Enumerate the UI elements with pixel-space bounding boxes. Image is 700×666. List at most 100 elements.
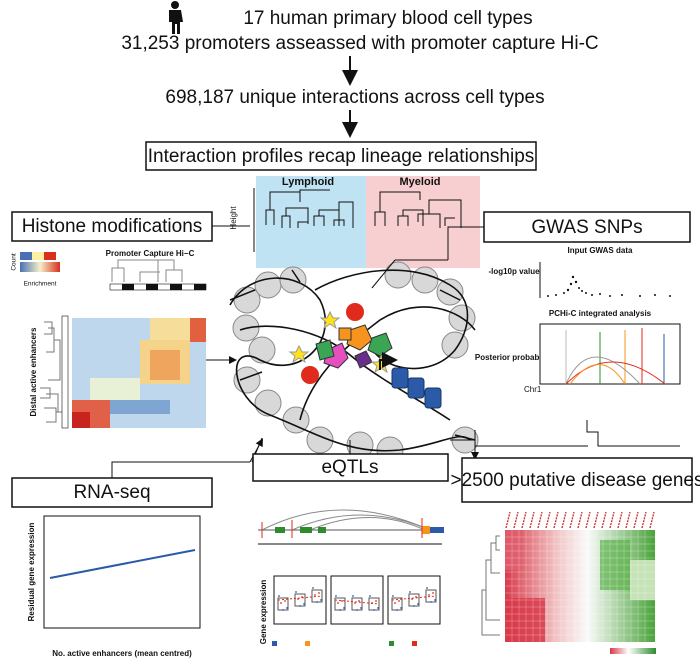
header-line: 31,253 promoters asseassed with promoter… bbox=[121, 33, 598, 54]
scale-swatch bbox=[20, 252, 32, 260]
subtitle: Promoter Capture Hi−C bbox=[106, 249, 195, 258]
header-line: 698,187 unique interactions across cell … bbox=[165, 87, 544, 108]
connector bbox=[474, 430, 588, 447]
point bbox=[299, 605, 301, 607]
panel-title: eQTLs bbox=[321, 457, 378, 478]
point bbox=[377, 607, 379, 609]
arrow bbox=[450, 439, 479, 460]
axis-label: No. active enhancers (mean centred) bbox=[52, 649, 192, 658]
point bbox=[373, 609, 375, 611]
point bbox=[282, 609, 284, 611]
point bbox=[369, 595, 371, 597]
axis-label: Residual gene expression bbox=[27, 523, 36, 622]
dendrogram bbox=[481, 535, 500, 636]
point bbox=[396, 609, 398, 611]
point bbox=[314, 594, 316, 596]
point bbox=[337, 602, 339, 604]
summary-box bbox=[145, 141, 537, 171]
panel-box bbox=[461, 457, 693, 503]
point bbox=[375, 600, 377, 602]
panel-box bbox=[483, 211, 691, 243]
scale-swatch bbox=[44, 252, 56, 260]
point bbox=[394, 602, 396, 604]
dendrogram bbox=[40, 321, 65, 423]
point bbox=[295, 591, 297, 593]
panel-title: >2500 putative disease genes bbox=[450, 470, 700, 491]
subtitle: PCHi-C integrated analysis bbox=[549, 309, 652, 318]
point bbox=[430, 601, 432, 603]
point bbox=[312, 587, 314, 589]
axis-label: Gene expression bbox=[259, 580, 268, 645]
arrow bbox=[249, 438, 263, 463]
point bbox=[400, 607, 402, 609]
point bbox=[356, 609, 358, 611]
panel-title: RNA-seq bbox=[73, 482, 150, 503]
color-scale bbox=[20, 262, 60, 272]
chr-label: Chr1 bbox=[524, 385, 542, 394]
point bbox=[413, 605, 415, 607]
plot-frame bbox=[387, 575, 441, 625]
plot-frame bbox=[273, 575, 327, 625]
legend-swatch bbox=[305, 641, 310, 646]
point bbox=[428, 594, 430, 596]
point bbox=[284, 600, 286, 602]
axis-label: Height bbox=[229, 206, 238, 230]
trend-line bbox=[391, 595, 437, 601]
point bbox=[426, 587, 428, 589]
scale-name: Enrichment bbox=[24, 281, 57, 288]
point bbox=[358, 600, 360, 602]
scale-label: Count bbox=[11, 253, 18, 271]
group-label: Myeloid bbox=[400, 176, 441, 188]
scale-swatch bbox=[32, 252, 44, 260]
connector bbox=[371, 226, 484, 289]
point bbox=[398, 600, 400, 602]
locus-track bbox=[258, 509, 444, 545]
column-strip bbox=[109, 283, 207, 291]
point bbox=[341, 600, 343, 602]
summary-text: Interaction profiles recap lineage relat… bbox=[148, 146, 535, 167]
point bbox=[286, 607, 288, 609]
column-labels bbox=[505, 511, 655, 529]
point bbox=[434, 599, 436, 601]
heatmap bbox=[505, 530, 655, 642]
chromatin-diagram bbox=[229, 261, 479, 464]
legend-swatch bbox=[272, 641, 277, 646]
legend-swatch bbox=[412, 641, 417, 646]
panel-title: Histone modifications bbox=[22, 216, 203, 237]
point bbox=[360, 607, 362, 609]
plot-frame bbox=[43, 515, 201, 629]
axis-label: -log10p value bbox=[488, 267, 540, 276]
legend-swatch bbox=[389, 641, 394, 646]
point bbox=[417, 603, 419, 605]
row-strip bbox=[61, 315, 69, 429]
point bbox=[316, 601, 318, 603]
point bbox=[409, 591, 411, 593]
point bbox=[343, 607, 345, 609]
point bbox=[339, 609, 341, 611]
dendrogram bbox=[111, 259, 183, 282]
axis-label: Distal active enhancers bbox=[29, 327, 38, 416]
point bbox=[352, 595, 354, 597]
scatter bbox=[547, 275, 671, 297]
point bbox=[278, 595, 280, 597]
group-label: Lymphoid bbox=[282, 176, 334, 188]
point bbox=[432, 592, 434, 594]
connector bbox=[586, 420, 680, 447]
point bbox=[392, 595, 394, 597]
subtitle: Input GWAS data bbox=[568, 246, 633, 255]
axis-label: Posterior probability bbox=[475, 353, 554, 362]
trend-line bbox=[334, 599, 380, 605]
color-scale bbox=[610, 648, 656, 654]
person-icon bbox=[169, 1, 183, 34]
panel-box bbox=[11, 477, 213, 508]
point bbox=[280, 602, 282, 604]
panel-title: GWAS SNPs bbox=[531, 217, 642, 238]
point bbox=[335, 595, 337, 597]
header-line: 17 human primary blood cell types bbox=[243, 8, 532, 29]
point bbox=[303, 603, 305, 605]
dendrogram-branches bbox=[265, 189, 462, 228]
plot-frame bbox=[539, 323, 681, 385]
trend-line bbox=[277, 595, 323, 601]
point bbox=[354, 602, 356, 604]
